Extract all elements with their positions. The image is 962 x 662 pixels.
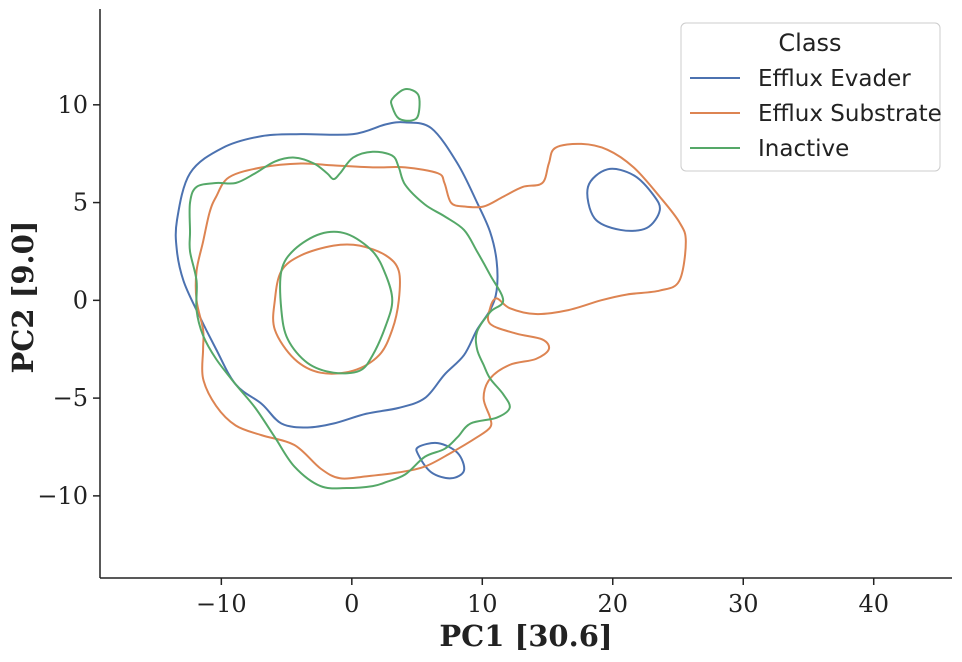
contour-line — [188, 150, 511, 490]
legend: Class Efflux Evader Efflux Substrate Inact… — [680, 22, 942, 172]
legend-label: Efflux Evader — [758, 66, 911, 92]
legend-entries: Efflux Evader Efflux Substrate Inactive — [690, 66, 942, 162]
legend-label: Inactive — [758, 136, 849, 162]
x-axis-title: PC1 [30.6] — [439, 619, 612, 653]
legend-box — [680, 22, 941, 172]
x-tick-label: −10 — [196, 590, 247, 618]
legend-label: Efflux Substrate — [758, 101, 942, 127]
y-tick-label: 0 — [73, 286, 88, 314]
contour-line — [415, 441, 466, 480]
x-tick-label: 0 — [344, 590, 359, 618]
contour-line — [174, 121, 499, 429]
y-tick-label: 5 — [73, 189, 88, 217]
contour-line — [194, 142, 687, 480]
plot-area — [174, 88, 687, 490]
x-tick-label: 10 — [467, 590, 498, 618]
y-tick-label: −10 — [37, 482, 88, 510]
x-tick-label: 30 — [728, 590, 759, 618]
ticks: −10 0 10 20 30 40 −10 −5 0 5 10 — [37, 91, 889, 618]
x-tick-label: 20 — [597, 590, 628, 618]
series-inactive — [188, 88, 511, 490]
contour-line — [272, 243, 402, 375]
contour-line — [586, 167, 661, 232]
axes — [99, 9, 952, 579]
contour-line — [390, 88, 421, 122]
y-tick-label: 10 — [57, 91, 88, 119]
series-efflux-substrate — [194, 142, 687, 480]
y-tick-label: −5 — [53, 384, 88, 412]
legend-title: Class — [778, 29, 841, 57]
y-axis-title: PC2 [9.0] — [6, 220, 40, 373]
x-tick-label: 40 — [858, 590, 889, 618]
contour-line — [279, 230, 394, 375]
series-efflux-evader — [174, 121, 661, 480]
